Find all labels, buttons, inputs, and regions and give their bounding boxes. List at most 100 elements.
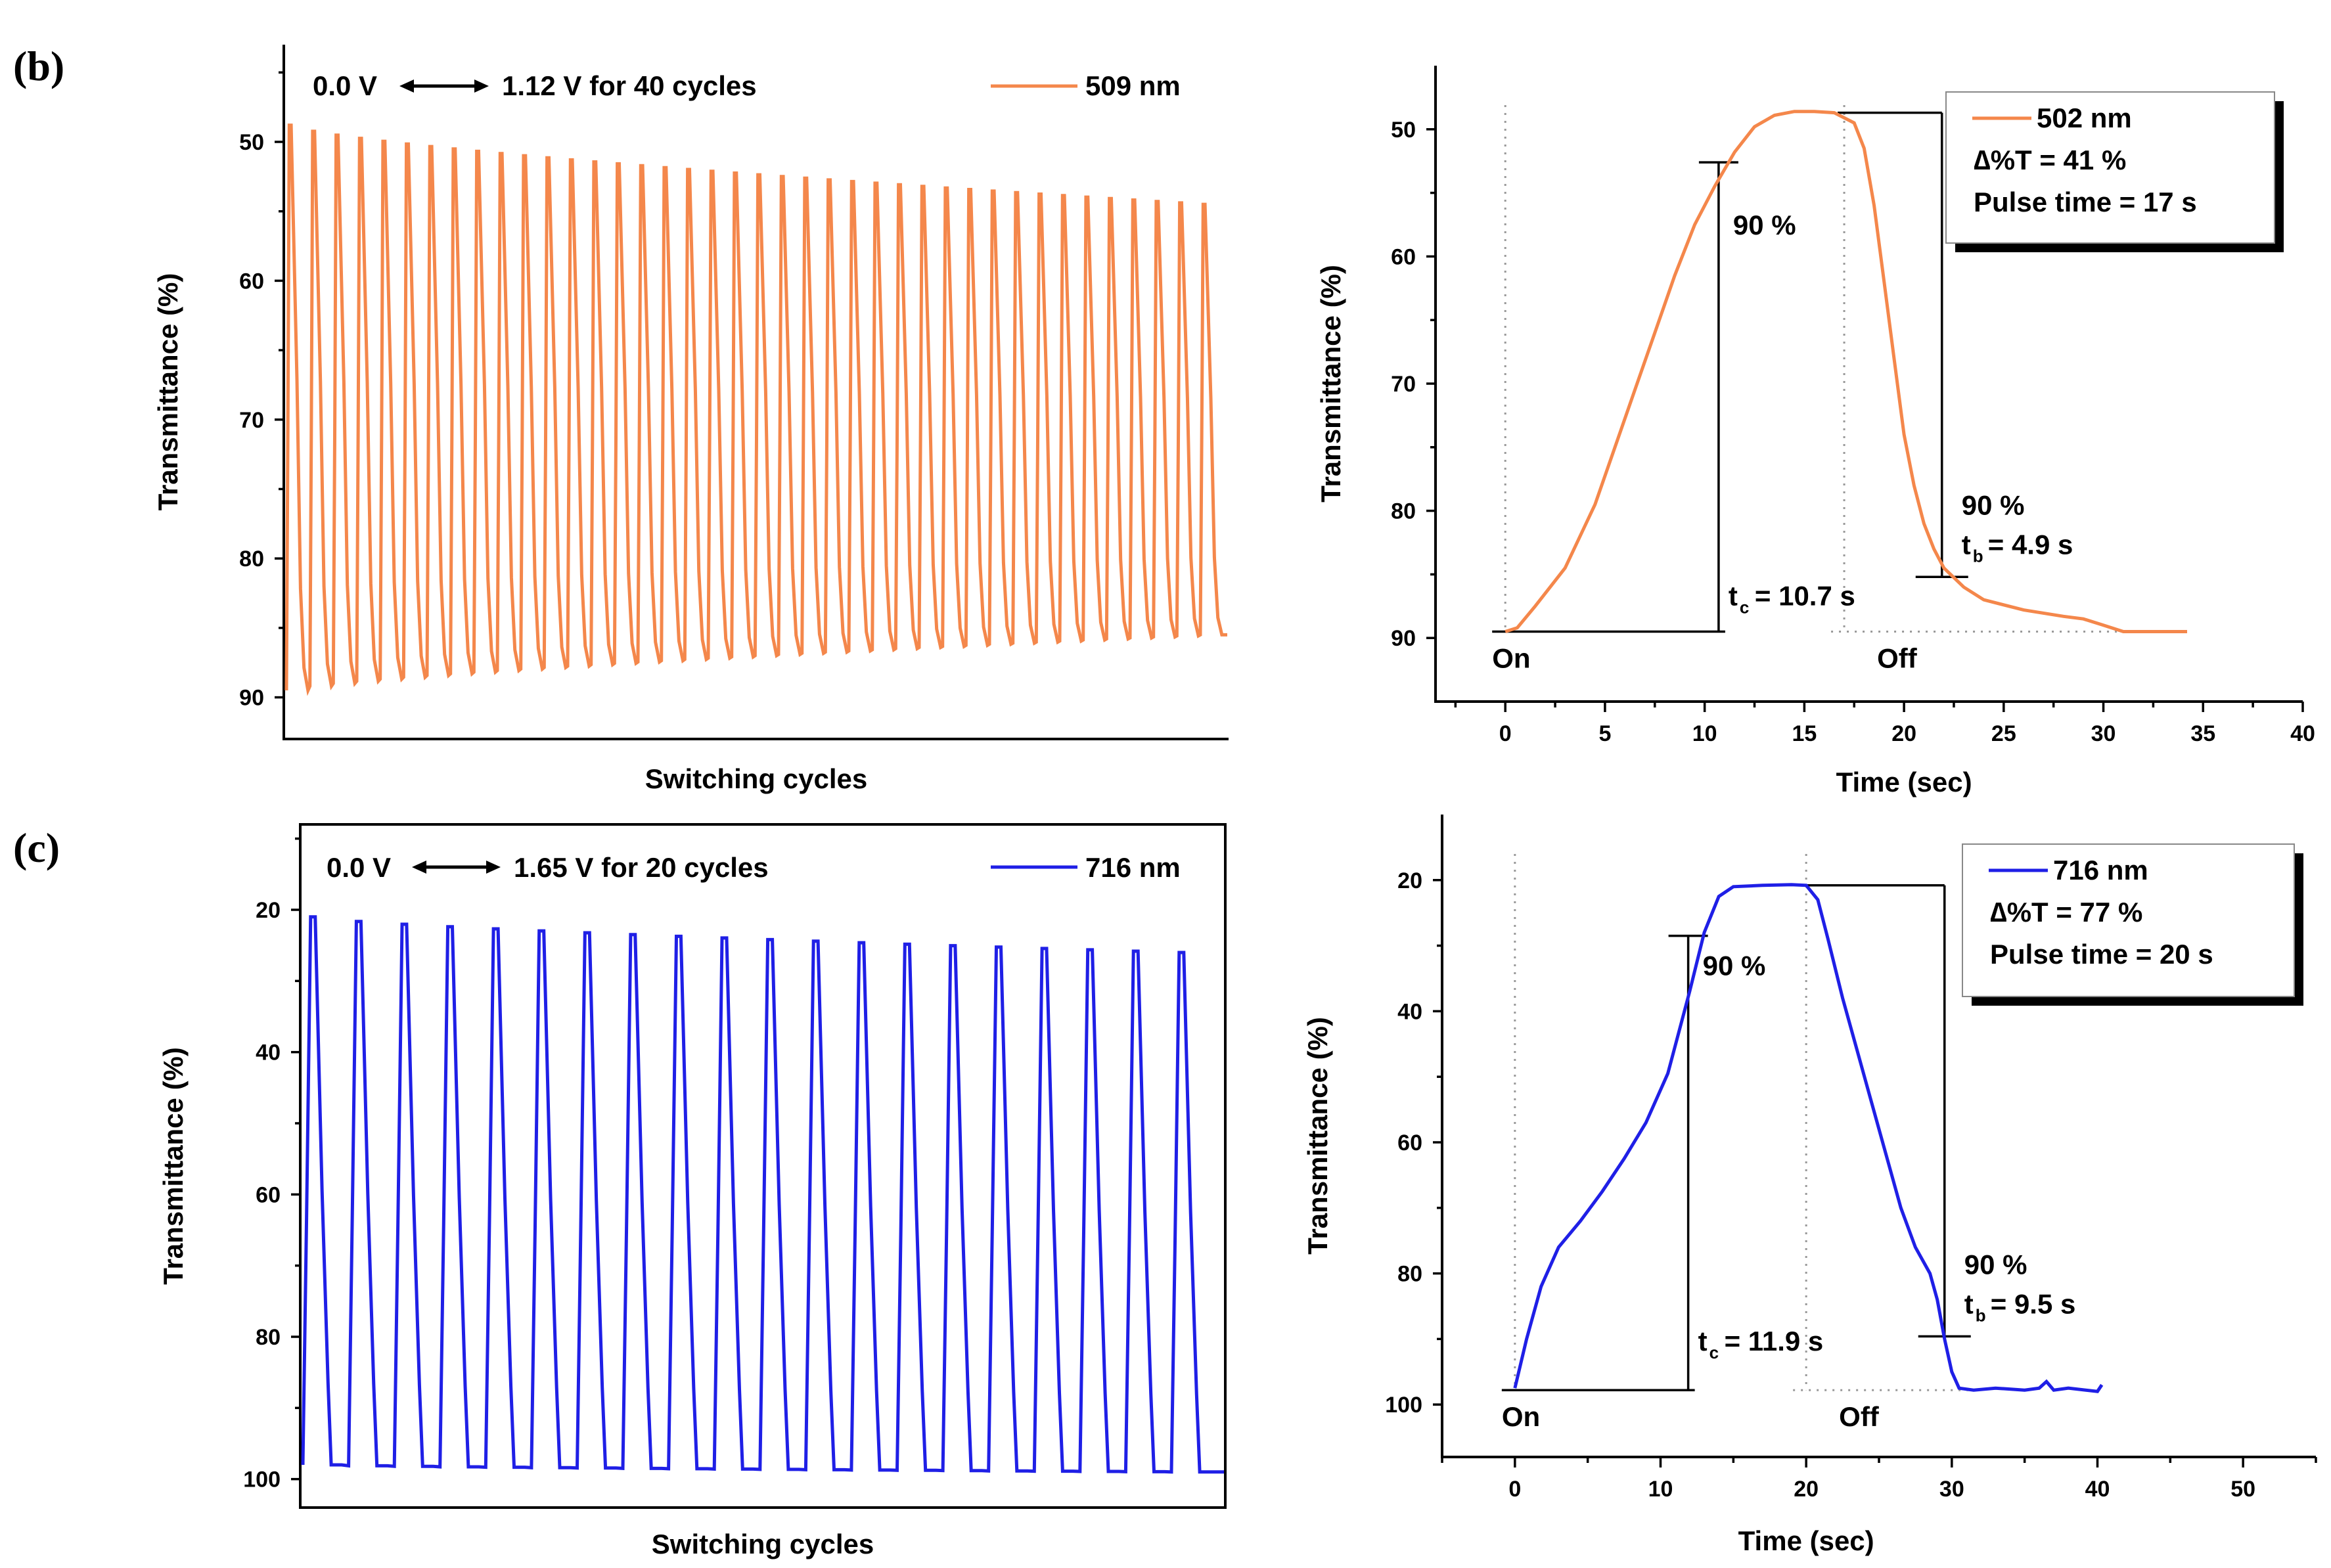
panel-label-c: (c) (13, 824, 60, 871)
x-axis-label: Time (sec) (1836, 767, 1972, 797)
y-tick-label: 80 (1391, 499, 1416, 524)
x-axis-label: Switching cycles (645, 763, 867, 794)
y-tick-label: 100 (1385, 1393, 1422, 1418)
y-ticks: 20 40 60 80 100 (243, 837, 300, 1492)
x-tick-label: 20 (1891, 721, 1916, 746)
tc-value: = 11.9 s (1725, 1326, 1824, 1356)
x-tick-label: 30 (2091, 721, 2116, 746)
bleaching-90pct-label: 90 % (1962, 489, 2025, 520)
tb-symbol: t (1964, 1288, 1974, 1319)
x-axis-label: Time (sec) (1738, 1525, 1874, 1556)
bleaching-time-label: t b = 4.9 s (1962, 529, 2073, 566)
legend-label: 716 nm (1085, 852, 1181, 883)
y-tick-label: 60 (239, 269, 264, 294)
series-line-716nm (301, 915, 1224, 1474)
legend-box: 502 nm ∆%T = 41 % Pulse time = 17 s (1945, 91, 2284, 252)
y-tick-label: 20 (1397, 868, 1422, 893)
guide-dotted-lines (1514, 854, 1981, 1391)
bleaching-90pct-label: 90 % (1964, 1249, 2027, 1280)
y-tick-label: 70 (239, 408, 264, 433)
arrow-head-left (399, 79, 414, 93)
tc-subscript: c (1709, 1343, 1719, 1362)
series-line-716nm (1513, 883, 2104, 1393)
arrow-head-right (486, 861, 501, 874)
y-tick-label: 80 (1397, 1262, 1422, 1287)
tb-subscript: b (1973, 546, 1983, 566)
arrow-head-right (474, 79, 489, 93)
x-tick-label: 40 (2290, 721, 2315, 746)
tb-value: = 4.9 s (1988, 529, 2073, 560)
legend-label: 509 nm (1085, 70, 1181, 101)
double-arrow-icon (412, 861, 501, 874)
plot-frame (1434, 66, 2303, 703)
x-tick-label: 35 (2190, 721, 2215, 746)
y-tick-label: 80 (256, 1325, 281, 1350)
y-tick-label: 40 (256, 1041, 281, 1065)
y-tick-label: 60 (1397, 1131, 1422, 1155)
x-tick-label: 10 (1648, 1477, 1673, 1502)
coloring-90pct-label: 90 % (1733, 210, 1796, 240)
voltage-start-label: 0.0 V (313, 70, 377, 101)
plot-frame (299, 823, 1227, 1509)
y-tick-label: 90 (239, 686, 264, 711)
axis-ticks: 20 40 60 80 100 0 10 20 30 40 50 (1385, 868, 2317, 1502)
off-label: Off (1877, 643, 1918, 674)
legend-pulse: Pulse time = 17 s (1974, 187, 2197, 217)
response-guide-lines (1492, 111, 1968, 633)
y-tick-label: 80 (239, 547, 264, 571)
y-tick-label: 50 (239, 130, 264, 155)
on-label: On (1492, 643, 1530, 674)
on-label: On (1502, 1401, 1540, 1432)
y-tick-label: 60 (1391, 244, 1416, 269)
legend-pulse: Pulse time = 20 s (1990, 939, 2213, 970)
y-tick-label: 70 (1391, 372, 1416, 397)
y-axis-label: Transmittance (%) (152, 273, 183, 511)
x-tick-label: 0 (1499, 721, 1512, 746)
panel-label-b: (b) (13, 43, 64, 89)
chart-c-response: 20 40 60 80 100 0 10 20 30 40 50 716 nm ∆%T = 77 %… (1302, 815, 2317, 1556)
bleaching-time-label: t b = 9.5 s (1964, 1288, 2076, 1325)
tc-symbol: t (1698, 1326, 1708, 1356)
legend-delta: ∆%T = 41 % (1974, 145, 2126, 175)
x-tick-label: 30 (1939, 1477, 1964, 1502)
voltage-end-label: 1.65 V for 20 cycles (514, 852, 769, 883)
tc-value: = 10.7 s (1755, 581, 1855, 612)
axis-ticks: 50 60 70 80 90 0 5 10 15 20 25 30 35 40 (1391, 118, 2315, 746)
tb-symbol: t (1962, 529, 1971, 560)
tc-subscript: c (1740, 598, 1749, 617)
series-line-509nm (284, 123, 1227, 696)
tb-value: = 9.5 s (1991, 1288, 2076, 1319)
x-tick-label: 5 (1598, 721, 1611, 746)
double-arrow-icon (399, 79, 489, 93)
y-tick-label: 60 (256, 1182, 281, 1207)
x-tick-label: 20 (1794, 1477, 1819, 1502)
y-axis-label: Transmittance (%) (1302, 1017, 1333, 1255)
x-tick-label: 15 (1792, 721, 1817, 746)
chart-b-cycles: 50 60 70 80 90 0.0 V 1.12 V for 40 cycles 50… (152, 45, 1229, 794)
legend-series: 502 nm (2037, 102, 2132, 133)
x-tick-label: 0 (1508, 1477, 1521, 1502)
x-tick-label: 10 (1692, 721, 1717, 746)
legend-series: 716 nm (2053, 855, 2148, 885)
tc-symbol: t (1729, 581, 1738, 612)
coloring-time-label: t c = 11.9 s (1698, 1326, 1824, 1362)
series-line-502nm (1505, 110, 2187, 633)
voltage-end-label: 1.12 V for 40 cycles (502, 70, 757, 101)
legend-delta: ∆%T = 77 % (1990, 897, 2142, 928)
y-tick-label: 100 (243, 1467, 281, 1492)
y-ticks: 50 60 70 80 90 (239, 71, 284, 711)
y-tick-label: 20 (256, 898, 281, 923)
coloring-time-label: t c = 10.7 s (1729, 581, 1855, 617)
x-axis-label: Switching cycles (652, 1529, 874, 1559)
off-label: Off (1839, 1401, 1880, 1432)
x-tick-label: 50 (2230, 1477, 2255, 1502)
arrow-head-left (412, 861, 426, 874)
y-tick-label: 40 (1397, 999, 1422, 1024)
plot-frame (283, 45, 1229, 740)
chart-c-cycles: 20 40 60 80 100 0.0 V 1.65 V for 20 cycles 7… (158, 823, 1227, 1559)
legend-box: 716 nm ∆%T = 77 % Pulse time = 20 s (1962, 843, 2303, 1006)
y-tick-label: 90 (1391, 626, 1416, 651)
tb-subscript: b (1976, 1305, 1986, 1325)
y-axis-label: Transmittance (%) (158, 1047, 189, 1285)
